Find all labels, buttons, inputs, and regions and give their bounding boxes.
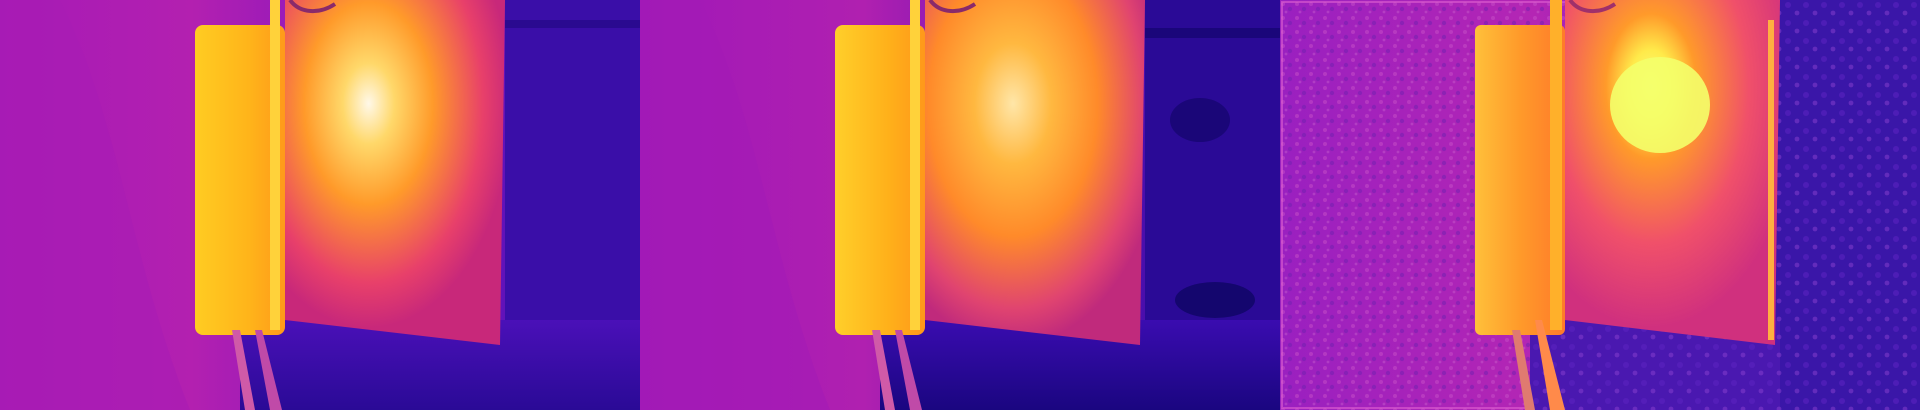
thermal-panel-2: [640, 0, 1280, 410]
thermal-panel-1: [0, 0, 640, 410]
thermal-panel-3: [1280, 0, 1920, 410]
thermal-image-3: [1280, 0, 1920, 410]
thermal-image-1: [0, 0, 640, 410]
thermal-image-2: [640, 0, 1280, 410]
